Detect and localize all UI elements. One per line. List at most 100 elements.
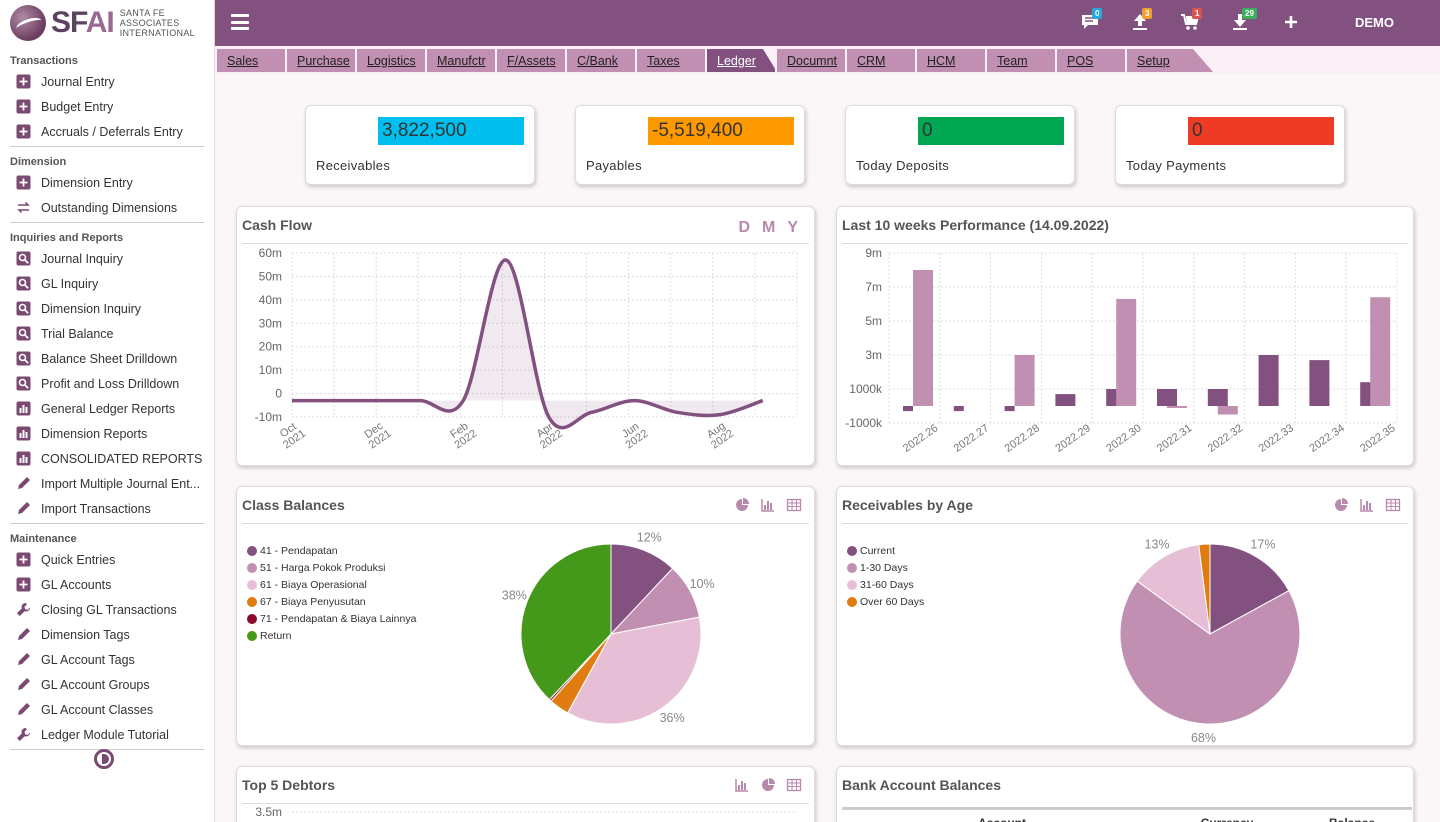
sidebar-item-quick-entries[interactable]: Quick Entries [10, 547, 204, 572]
add-icon[interactable] [1281, 12, 1303, 34]
cash-flow-line [292, 258, 764, 430]
legend-swatch [247, 596, 257, 607]
y-tick-label: 0 [275, 387, 282, 401]
period-day-button[interactable]: D [738, 219, 750, 236]
table-icon[interactable] [1385, 497, 1401, 513]
sidebar-item-gl-account-classes[interactable]: GL Account Classes [10, 697, 204, 722]
stat-card-receivables[interactable]: 3,822,500 Receivables [305, 105, 535, 185]
legend-item[interactable]: Current [847, 542, 924, 559]
menu-toggle-icon[interactable] [231, 14, 249, 30]
tab-taxes[interactable]: Taxes [637, 49, 705, 72]
performance-panel: Last 10 weeks Performance (14.09.2022) 9… [836, 206, 1414, 466]
messages-icon[interactable]: 0 [1080, 8, 1103, 34]
legend-item[interactable]: Return [247, 627, 416, 644]
legend-item[interactable]: 71 - Pendapatan & Biaya Lainnya [247, 610, 416, 627]
sidebar-item-journal-inquiry[interactable]: Journal Inquiry [10, 246, 204, 271]
download-icon[interactable]: 29 [1230, 8, 1257, 34]
plus-square-icon [16, 124, 31, 139]
sidebar-item-profit-and-loss-drilldown[interactable]: Profit and Loss Drilldown [10, 371, 204, 396]
sidebar-item-label: Trial Balance [41, 326, 114, 341]
legend-item[interactable]: 61 - Biaya Operasional [247, 576, 416, 593]
y-tick-label: 50m [259, 269, 282, 283]
tab-ledger[interactable]: Ledger [707, 49, 775, 72]
stat-card-today-deposits[interactable]: 0 Today Deposits [845, 105, 1075, 185]
sidebar-item-import-multiple-journal-ent[interactable]: Import Multiple Journal Ent... [10, 471, 204, 496]
tab-setup[interactable]: Setup [1127, 49, 1213, 72]
sidebar-item-gl-account-tags[interactable]: GL Account Tags [10, 647, 204, 672]
legend-item[interactable]: 1-30 Days [847, 559, 924, 576]
tab-team[interactable]: Team [987, 49, 1055, 72]
bar-chart-icon[interactable] [734, 777, 750, 793]
tab-hcm[interactable]: HCM [917, 49, 985, 72]
theme-toggle-icon[interactable] [94, 749, 114, 769]
report-icon [16, 451, 31, 466]
cash-flow-panel: Cash Flow D M Y 60m 50m 40m 30m 20m 10m 0 -10m O… [236, 206, 815, 466]
plus-square-icon [16, 74, 31, 89]
bar-chart-icon[interactable] [760, 497, 776, 513]
sidebar-item-dimension-inquiry[interactable]: Dimension Inquiry [10, 296, 204, 321]
pie-chart-icon[interactable] [1333, 497, 1349, 513]
table-icon[interactable] [786, 777, 802, 793]
sidebar-item-accruals-deferrals-entry[interactable]: Accruals / Deferrals Entry [10, 119, 204, 144]
tab-pos[interactable]: POS [1057, 49, 1125, 72]
sidebar-item-budget-entry[interactable]: Budget Entry [10, 94, 204, 119]
tab-crm[interactable]: CRM [847, 49, 915, 72]
tab-purchase[interactable]: Purchase [287, 49, 355, 72]
sidebar-item-gl-inquiry[interactable]: GL Inquiry [10, 271, 204, 296]
sidebar-item-dimension-tags[interactable]: Dimension Tags [10, 622, 204, 647]
legend-swatch [247, 579, 257, 590]
tab-logistics[interactable]: Logistics [357, 49, 425, 72]
sidebar-item-label: GL Account Tags [41, 652, 135, 667]
legend-item[interactable]: 67 - Biaya Penyusutan [247, 593, 416, 610]
stat-card-today-payments[interactable]: 0 Today Payments [1115, 105, 1345, 185]
legend-item[interactable]: Over 60 Days [847, 593, 924, 610]
tab-sales[interactable]: Sales [217, 49, 285, 72]
tab-documnt[interactable]: Documnt [777, 49, 845, 72]
sidebar-item-journal-entry[interactable]: Journal Entry [10, 69, 204, 94]
y-tick-label: 9m [865, 246, 882, 260]
y-tick-label: -10m [255, 410, 282, 424]
sidebar-item-label: Dimension Tags [41, 627, 130, 642]
sidebar-item-import-transactions[interactable]: Import Transactions [10, 496, 204, 521]
legend-item[interactable]: 51 - Harga Pokok Produksi [247, 559, 416, 576]
search-icon [16, 351, 31, 366]
slice-label: 10% [690, 577, 715, 591]
sidebar-item-balance-sheet-drilldown[interactable]: Balance Sheet Drilldown [10, 346, 204, 371]
search-icon [16, 326, 31, 341]
sidebar-item-consolidated-reports[interactable]: CONSOLIDATED REPORTS [10, 446, 204, 471]
divider [10, 523, 204, 524]
table-icon[interactable] [786, 497, 802, 513]
stat-label: Today Payments [1126, 158, 1227, 173]
sidebar-item-outstanding-dimensions[interactable]: Outstanding Dimensions [10, 195, 204, 220]
pie-chart-icon[interactable] [760, 777, 776, 793]
sidebar-item-dimension-entry[interactable]: Dimension Entry [10, 170, 204, 195]
sidebar-item-dimension-reports[interactable]: Dimension Reports [10, 421, 204, 446]
legend-label: Current [860, 544, 896, 557]
logo[interactable]: SFAI SANTA FE ASSOCIATES INTERNATIONAL [0, 0, 214, 46]
sidebar-item-gl-accounts[interactable]: GL Accounts [10, 572, 204, 597]
performance-bar [1217, 406, 1238, 415]
y-tick-label: 5m [865, 314, 882, 328]
sidebar-item-trial-balance[interactable]: Trial Balance [10, 321, 204, 346]
sidebar-item-closing-gl-transactions[interactable]: Closing GL Transactions [10, 597, 204, 622]
sidebar-item-general-ledger-reports[interactable]: General Ledger Reports [10, 396, 204, 421]
sidebar-item-ledger-module-tutorial[interactable]: Ledger Module Tutorial [10, 722, 204, 747]
legend-item[interactable]: 41 - Pendapatan [247, 542, 416, 559]
pencil-icon [16, 677, 31, 692]
stat-card-payables[interactable]: -5,519,400 Payables [575, 105, 805, 185]
tab-manufctr[interactable]: Manufctr [427, 49, 495, 72]
user-menu[interactable]: DEMO [1355, 15, 1394, 30]
upload-icon[interactable]: 3 [1130, 8, 1153, 34]
period-selector: D M Y [738, 219, 798, 237]
legend-item[interactable]: 31-60 Days [847, 576, 924, 593]
bar-chart-icon[interactable] [1359, 497, 1375, 513]
period-year-button[interactable]: Y [787, 219, 798, 236]
pie-slice [1209, 543, 1290, 635]
sidebar-item-gl-account-groups[interactable]: GL Account Groups [10, 672, 204, 697]
tab-c-bank[interactable]: C/Bank [567, 49, 635, 72]
performance-bar [1167, 406, 1187, 408]
cart-icon[interactable]: 1 [1180, 8, 1203, 34]
tab-f-assets[interactable]: F/Assets [497, 49, 565, 72]
period-month-button[interactable]: M [762, 219, 776, 236]
pie-chart-icon[interactable] [734, 497, 750, 513]
